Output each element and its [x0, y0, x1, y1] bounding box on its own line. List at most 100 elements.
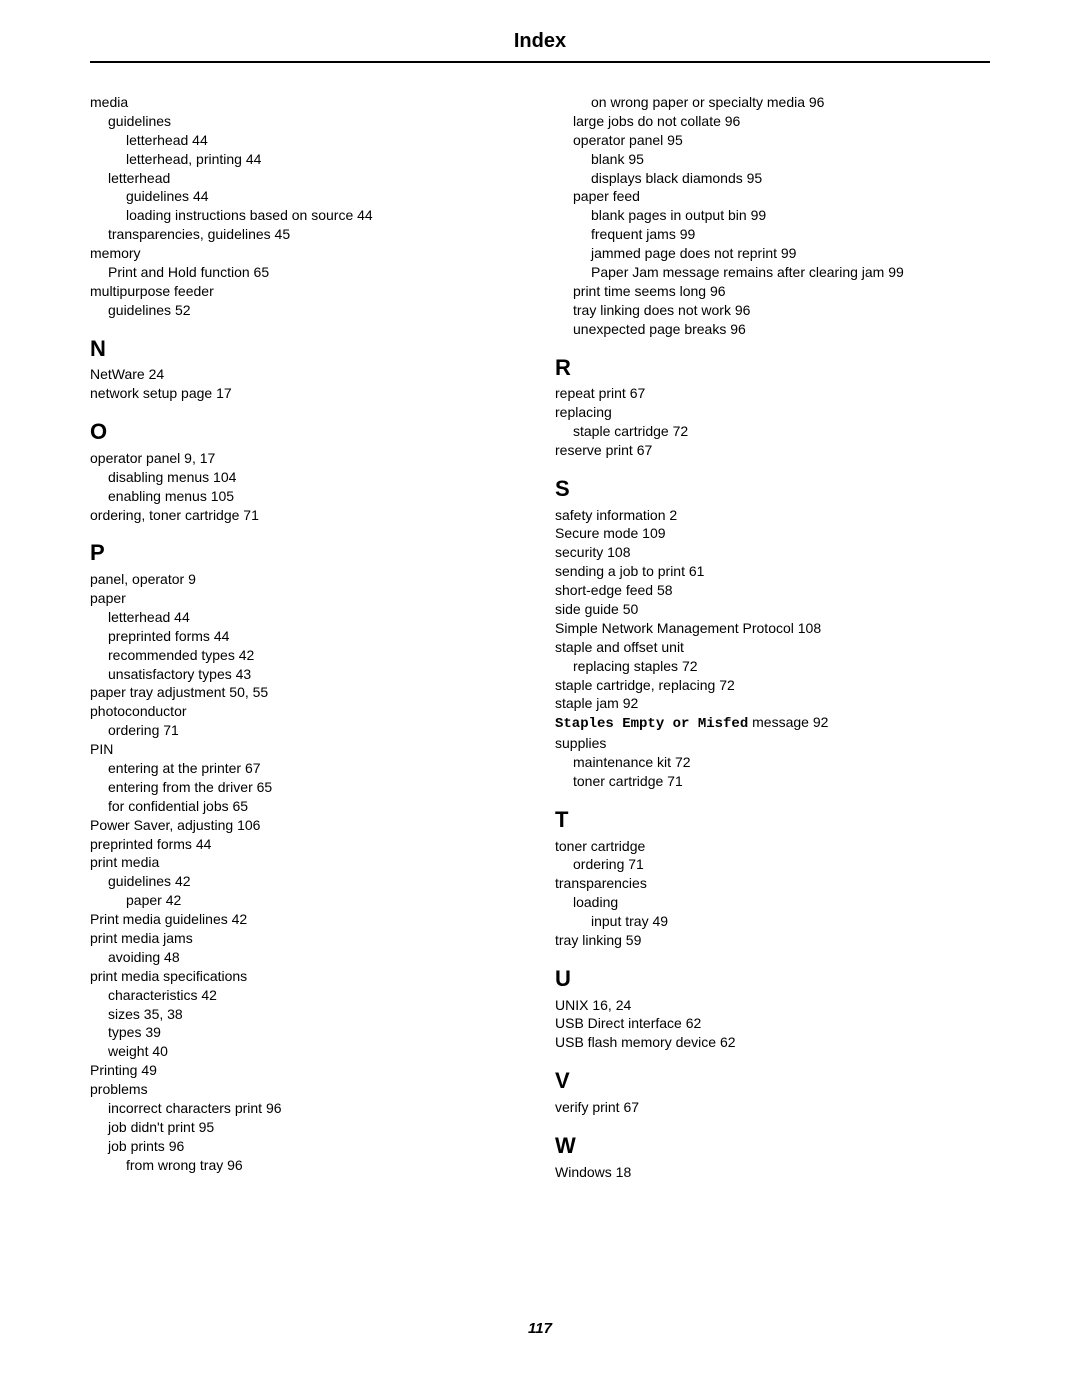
index-entry: Print and Hold function 65 [108, 263, 525, 282]
index-entry: frequent jams 99 [591, 225, 990, 244]
index-entry: PIN [90, 740, 525, 759]
index-entry: characteristics 42 [108, 986, 525, 1005]
index-entry: guidelines 42 [108, 872, 525, 891]
index-entry: unsatisfactory types 43 [108, 665, 525, 684]
index-entry: letterhead, printing 44 [126, 150, 525, 169]
index-entry: loading [573, 893, 990, 912]
index-entry: on wrong paper or specialty media 96 [591, 93, 990, 112]
index-entry: entering from the driver 65 [108, 778, 525, 797]
index-entry: preprinted forms 44 [108, 627, 525, 646]
section-letter-t: T [555, 805, 990, 835]
section-letter-p: P [90, 538, 525, 568]
index-entry: entering at the printer 67 [108, 759, 525, 778]
index-entry: paper tray adjustment 50, 55 [90, 683, 525, 702]
index-entry: Staples Empty or Misfed message 92 [555, 713, 990, 734]
section-letter-o: O [90, 417, 525, 447]
index-entry: transparencies [555, 874, 990, 893]
index-entry: problems [90, 1080, 525, 1099]
index-entry: staple and offset unit [555, 638, 990, 657]
index-entry: large jobs do not collate 96 [573, 112, 990, 131]
index-entry: verify print 67 [555, 1098, 990, 1117]
index-entry: Paper Jam message remains after clearing… [591, 263, 990, 282]
index-entry: paper feed [573, 187, 990, 206]
index-entry: short-edge feed 58 [555, 581, 990, 600]
index-page: Index mediaguidelinesletterhead 44letter… [0, 0, 1080, 1397]
index-entry: USB Direct interface 62 [555, 1014, 990, 1033]
index-entry: print media jams [90, 929, 525, 948]
index-entry: print media [90, 853, 525, 872]
index-entry: staple jam 92 [555, 694, 990, 713]
index-entry: avoiding 48 [108, 948, 525, 967]
index-entry: enabling menus 105 [108, 487, 525, 506]
staples-message-bold: Staples Empty or Misfed [555, 716, 748, 732]
section-letter-s: S [555, 474, 990, 504]
index-entry: memory [90, 244, 525, 263]
index-entry: Print media guidelines 42 [90, 910, 525, 929]
index-entry: repeat print 67 [555, 384, 990, 403]
index-entry: Power Saver, adjusting 106 [90, 816, 525, 835]
index-entry: loading instructions based on source 44 [126, 206, 525, 225]
index-entry: USB flash memory device 62 [555, 1033, 990, 1052]
index-entry: from wrong tray 96 [126, 1156, 525, 1175]
index-entry: reserve print 67 [555, 441, 990, 460]
index-entry: maintenance kit 72 [573, 753, 990, 772]
index-entry: for confidential jobs 65 [108, 797, 525, 816]
section-letter-w: W [555, 1131, 990, 1161]
index-entry: replacing [555, 403, 990, 422]
index-entry: job didn't print 95 [108, 1118, 525, 1137]
index-entry: ordering 71 [108, 721, 525, 740]
index-entry: transparencies, guidelines 45 [108, 225, 525, 244]
index-entry: print media specifications [90, 967, 525, 986]
index-entry: panel, operator 9 [90, 570, 525, 589]
index-entry: ordering, toner cartridge 71 [90, 506, 525, 525]
page-number: 117 [0, 1320, 1080, 1337]
index-entry: letterhead 44 [126, 131, 525, 150]
index-entry: safety information 2 [555, 506, 990, 525]
index-entry: sizes 35, 38 [108, 1005, 525, 1024]
index-entry: paper 42 [126, 891, 525, 910]
index-entry: unexpected page breaks 96 [573, 320, 990, 339]
index-entry: toner cartridge [555, 837, 990, 856]
index-entry: UNIX 16, 24 [555, 996, 990, 1015]
section-letter-u: U [555, 964, 990, 994]
index-entry: NetWare 24 [90, 365, 525, 384]
index-entry: jammed page does not reprint 99 [591, 244, 990, 263]
index-entry: network setup page 17 [90, 384, 525, 403]
index-entry: guidelines 52 [108, 301, 525, 320]
index-entry: preprinted forms 44 [90, 835, 525, 854]
index-entry: displays black diamonds 95 [591, 169, 990, 188]
index-entry: supplies [555, 734, 990, 753]
page-title: Index [90, 30, 990, 63]
index-entry: photoconductor [90, 702, 525, 721]
index-entry: recommended types 42 [108, 646, 525, 665]
index-entry: print time seems long 96 [573, 282, 990, 301]
section-letter-n: N [90, 334, 525, 364]
index-entry: staple cartridge 72 [573, 422, 990, 441]
index-entry: letterhead 44 [108, 608, 525, 627]
index-entry: blank pages in output bin 99 [591, 206, 990, 225]
index-entry: job prints 96 [108, 1137, 525, 1156]
index-entry: side guide 50 [555, 600, 990, 619]
index-entry: input tray 49 [591, 912, 990, 931]
section-letter-r: R [555, 353, 990, 383]
index-entry: operator panel 9, 17 [90, 449, 525, 468]
index-columns: mediaguidelinesletterhead 44letterhead, … [90, 93, 990, 1181]
staples-message-rest: message 92 [748, 714, 828, 730]
index-entry: staple cartridge, replacing 72 [555, 676, 990, 695]
index-entry: Simple Network Management Protocol 108 [555, 619, 990, 638]
index-entry: incorrect characters print 96 [108, 1099, 525, 1118]
index-entry: Windows 18 [555, 1163, 990, 1182]
index-entry: disabling menus 104 [108, 468, 525, 487]
index-entry: Secure mode 109 [555, 524, 990, 543]
index-entry: operator panel 95 [573, 131, 990, 150]
index-entry: tray linking 59 [555, 931, 990, 950]
index-entry: ordering 71 [573, 855, 990, 874]
left-column: mediaguidelinesletterhead 44letterhead, … [90, 93, 525, 1181]
index-entry: Printing 49 [90, 1061, 525, 1080]
index-entry: security 108 [555, 543, 990, 562]
index-entry: blank 95 [591, 150, 990, 169]
index-entry: guidelines [108, 112, 525, 131]
index-entry: weight 40 [108, 1042, 525, 1061]
index-entry: multipurpose feeder [90, 282, 525, 301]
index-entry: letterhead [108, 169, 525, 188]
